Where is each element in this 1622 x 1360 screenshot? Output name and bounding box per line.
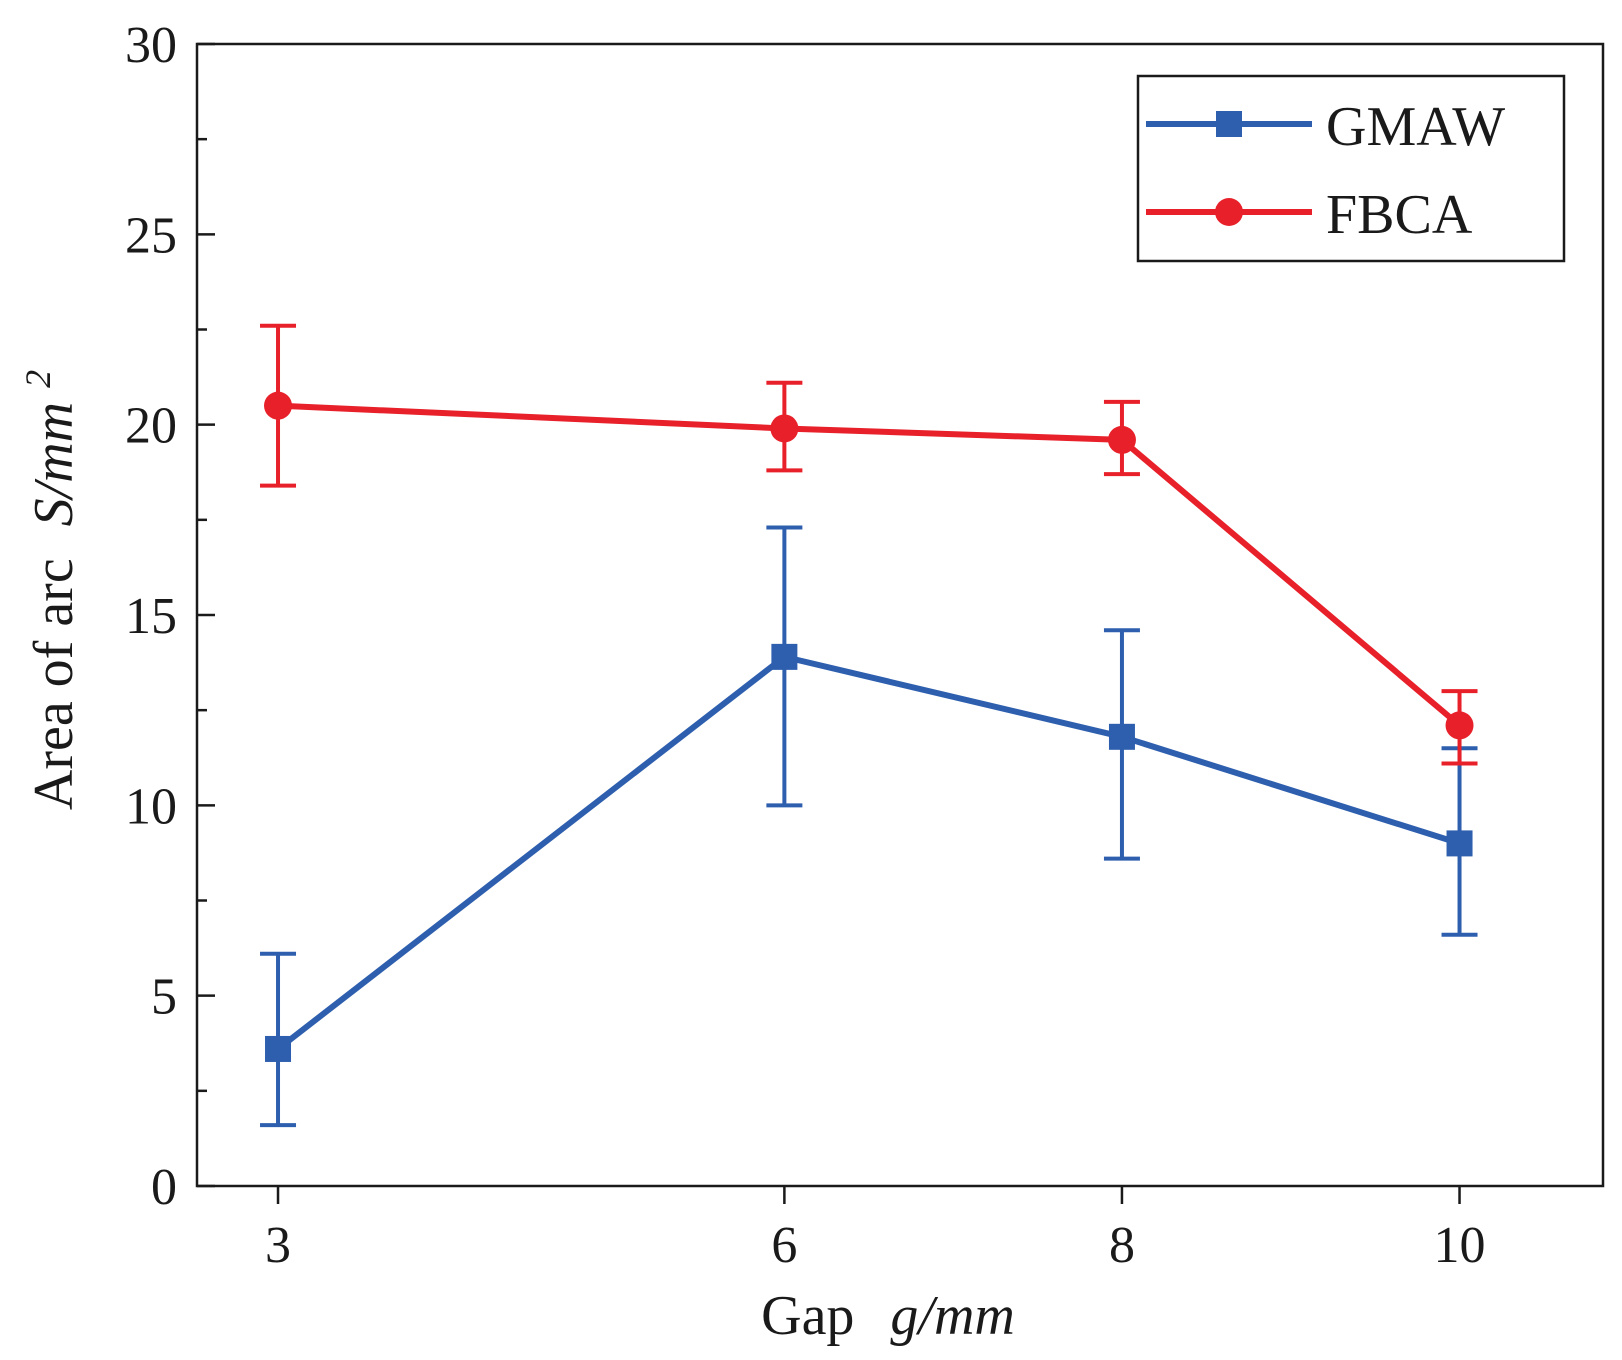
y-tick-label: 25: [125, 207, 177, 264]
legend-marker-gmaw: [1216, 111, 1242, 137]
y-axis-title-main: Area of arc: [23, 558, 85, 810]
y-tick-label: 30: [125, 17, 177, 74]
y-tick-label: 5: [151, 969, 177, 1026]
x-tick-label: 3: [265, 1217, 291, 1274]
data-point-fbca: [264, 391, 293, 420]
data-point-gmaw: [265, 1035, 292, 1062]
y-tick-label: 0: [151, 1159, 177, 1216]
legend: GMAW FBCA: [1136, 74, 1566, 263]
x-tick-label: 6: [771, 1217, 797, 1274]
x-axis-title: Gap g/mm: [761, 1285, 1015, 1347]
x-axis: 3 6 8 10: [265, 1186, 1486, 1274]
legend-box: [1136, 74, 1566, 263]
x-tick-label: 10: [1434, 1217, 1486, 1274]
series-line-fbca: [277, 402, 1462, 728]
data-point-gmaw: [1446, 830, 1473, 857]
y-tick-label: 20: [125, 398, 177, 455]
legend-entry-gmaw: GMAW: [1146, 96, 1505, 158]
data-point-fbca: [770, 414, 799, 443]
legend-marker-fbca: [1215, 198, 1243, 226]
series-layer: [260, 323, 1478, 1128]
legend-label-fbca: FBCA: [1326, 184, 1473, 246]
y-axis: 0 5 10 15 20 25 30: [125, 17, 215, 1216]
series-fbca: [260, 323, 1478, 766]
data-point-gmaw: [771, 643, 798, 670]
y-axis-title: Area of arc S/mm 2: [18, 370, 85, 810]
data-point-fbca: [1107, 425, 1136, 454]
x-axis-title-symbol: g/mm: [890, 1285, 1014, 1347]
series-gmaw: [260, 525, 1478, 1128]
y-tick-label: 15: [125, 588, 177, 645]
legend-entry-fbca: FBCA: [1146, 184, 1473, 246]
legend-label-gmaw: GMAW: [1326, 96, 1505, 158]
x-axis-title-main: Gap: [761, 1285, 854, 1347]
y-axis-title-symbol: S/mm: [23, 402, 85, 526]
y-axis-title-superscript: 2: [18, 370, 58, 388]
series-line-gmaw: [276, 653, 1461, 1052]
x-tick-label: 8: [1109, 1217, 1135, 1274]
data-point-gmaw: [1108, 723, 1135, 750]
data-point-fbca: [1445, 711, 1474, 740]
y-tick-label: 10: [125, 778, 177, 835]
